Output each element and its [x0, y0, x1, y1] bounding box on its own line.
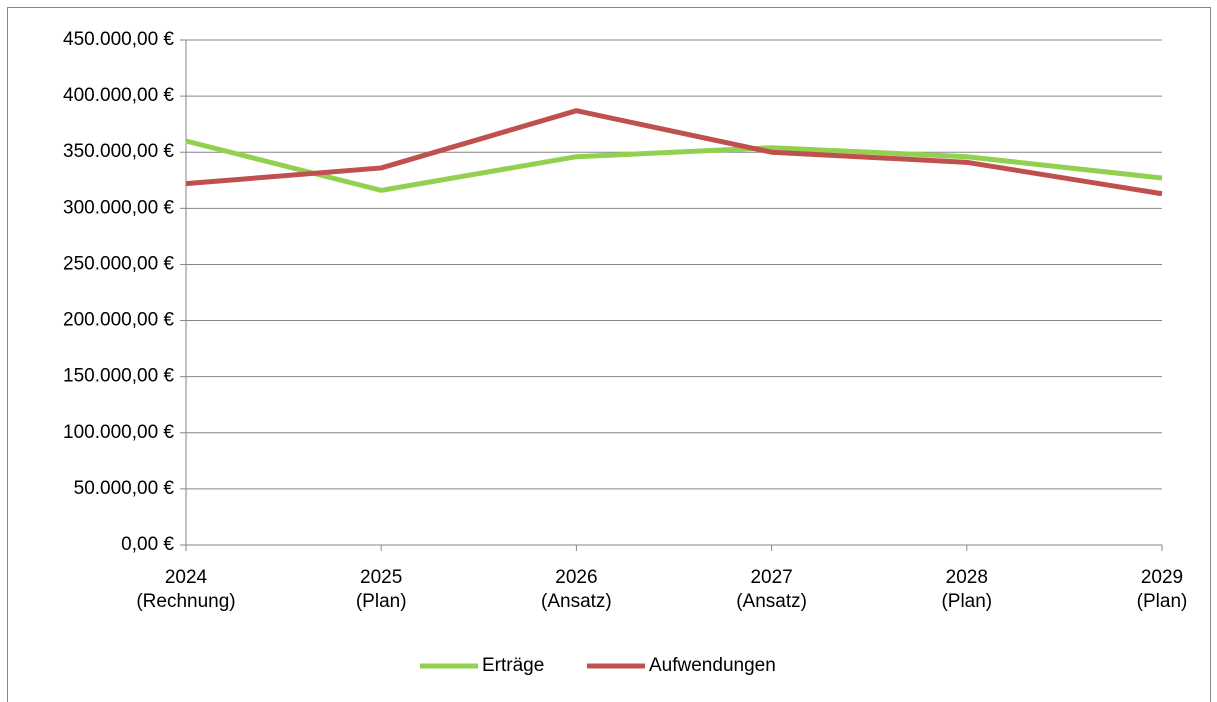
- x-tick-label: 2024 (Rechnung): [136, 567, 236, 612]
- y-tick-label: 350.000,00 €: [63, 141, 174, 162]
- x-tick-label: 2029 (Plan): [1136, 567, 1188, 612]
- chart-border: [7, 7, 1211, 702]
- legend-label: Erträge: [482, 655, 544, 676]
- x-tick-label: 2025 (Plan): [355, 567, 407, 612]
- y-tick-label: 200.000,00 €: [63, 310, 174, 331]
- y-tick-label: 100.000,00 €: [63, 422, 174, 443]
- x-tick-label: 2026 (Ansatz): [541, 567, 612, 612]
- line-series: [185, 138, 1163, 193]
- y-tick-label: 450.000,00 €: [63, 29, 174, 50]
- y-tick-label: 300.000,00 €: [63, 197, 174, 218]
- y-tick-label: 250.000,00 €: [63, 253, 174, 274]
- y-tick-label: 150.000,00 €: [63, 366, 174, 387]
- line-series: [185, 108, 1163, 197]
- x-tick-label: 2027 (Ansatz): [736, 567, 807, 612]
- legend-label: Aufwendungen: [649, 655, 776, 676]
- y-tick-label: 50.000,00 €: [74, 478, 175, 499]
- y-tick-label: 400.000,00 €: [63, 85, 174, 106]
- y-tick-label: 0,00 €: [121, 534, 174, 555]
- x-tick-label: 2028 (Plan): [941, 567, 993, 612]
